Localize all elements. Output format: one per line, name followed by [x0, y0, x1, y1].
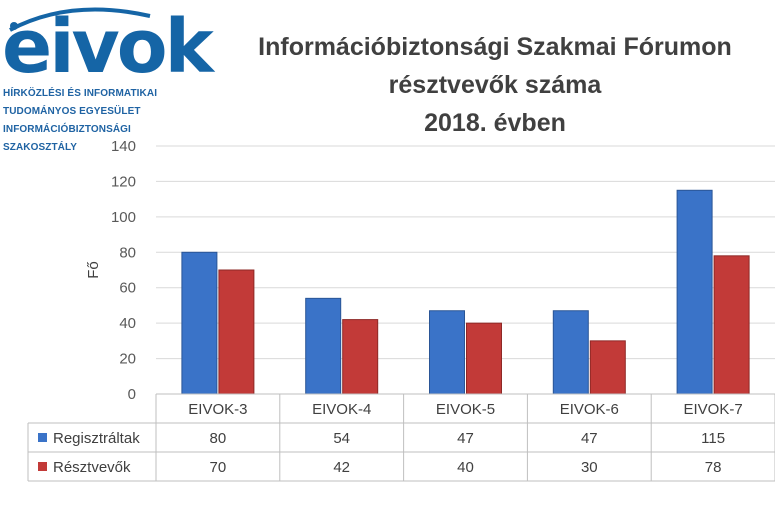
y-tick-label: 80 — [119, 244, 136, 261]
y-tick-label: 60 — [119, 280, 136, 297]
bar — [181, 251, 218, 395]
bar — [552, 310, 589, 395]
data-table-value: 30 — [581, 459, 598, 476]
x-tick-label: EIVOK-7 — [684, 401, 743, 418]
logo-line: SZAKOSZTÁLY — [3, 142, 78, 153]
y-tick-label: 140 — [111, 138, 136, 155]
data-table-value: 54 — [333, 430, 350, 447]
bar — [466, 322, 502, 395]
data-table-value: 78 — [705, 459, 722, 476]
logo-line: TUDOMÁNYOS EGYESÜLET — [3, 106, 141, 117]
legend-marker — [38, 433, 47, 442]
chart-title: Információbiztonsági Szakmai Fórumon rés… — [215, 28, 775, 142]
data-table-value: 47 — [457, 430, 474, 447]
logo: eivok HÍRKÖZLÉSI ÉS INFORMATIKAI TUDOMÁN… — [0, 0, 215, 153]
bar — [713, 255, 750, 395]
data-table-value: 42 — [333, 459, 350, 476]
legend-label: Résztvevők — [53, 459, 131, 476]
bar — [589, 340, 626, 395]
logo-line: HÍRKÖZLÉSI ÉS INFORMATIKAI — [3, 88, 158, 99]
x-tick-label: EIVOK-4 — [312, 401, 371, 418]
chart-title-line: Információbiztonsági Szakmai Fórumon — [258, 33, 732, 61]
data-table-value: 80 — [210, 430, 227, 447]
bar — [676, 189, 713, 395]
data-table-value: 40 — [457, 459, 474, 476]
bar — [305, 297, 342, 395]
x-tick-label: EIVOK-6 — [560, 401, 619, 418]
logo-line: INFORMÁCIÓBIZTONSÁGI — [3, 124, 131, 135]
y-tick-label: 20 — [119, 351, 136, 368]
data-table-value: 47 — [581, 430, 598, 447]
x-tick-label: EIVOK-3 — [188, 401, 247, 418]
x-tick-label: EIVOK-5 — [436, 401, 495, 418]
y-tick-label: 100 — [111, 209, 136, 226]
chart-title-line: résztvevők száma — [388, 71, 602, 99]
y-tick-label: 120 — [111, 173, 136, 190]
bar — [218, 269, 255, 395]
legend-label: Regisztráltak — [53, 430, 140, 447]
bar — [342, 319, 379, 395]
y-tick-label: 40 — [119, 315, 136, 332]
y-tick-label: 0 — [128, 386, 136, 403]
logo-wordmark: eivok — [2, 4, 214, 90]
chart-title-line: 2018. évben — [424, 109, 566, 137]
data-table-value: 70 — [210, 459, 227, 476]
y-axis-label: Fő — [85, 261, 102, 279]
legend-marker — [38, 462, 47, 471]
bar — [429, 310, 465, 395]
logo-swoosh-graphic — [9, 7, 151, 32]
data-table-value: 115 — [701, 430, 725, 447]
logo-subtitle: HÍRKÖZLÉSI ÉS INFORMATIKAI TUDOMÁNYOS EG… — [3, 85, 157, 157]
